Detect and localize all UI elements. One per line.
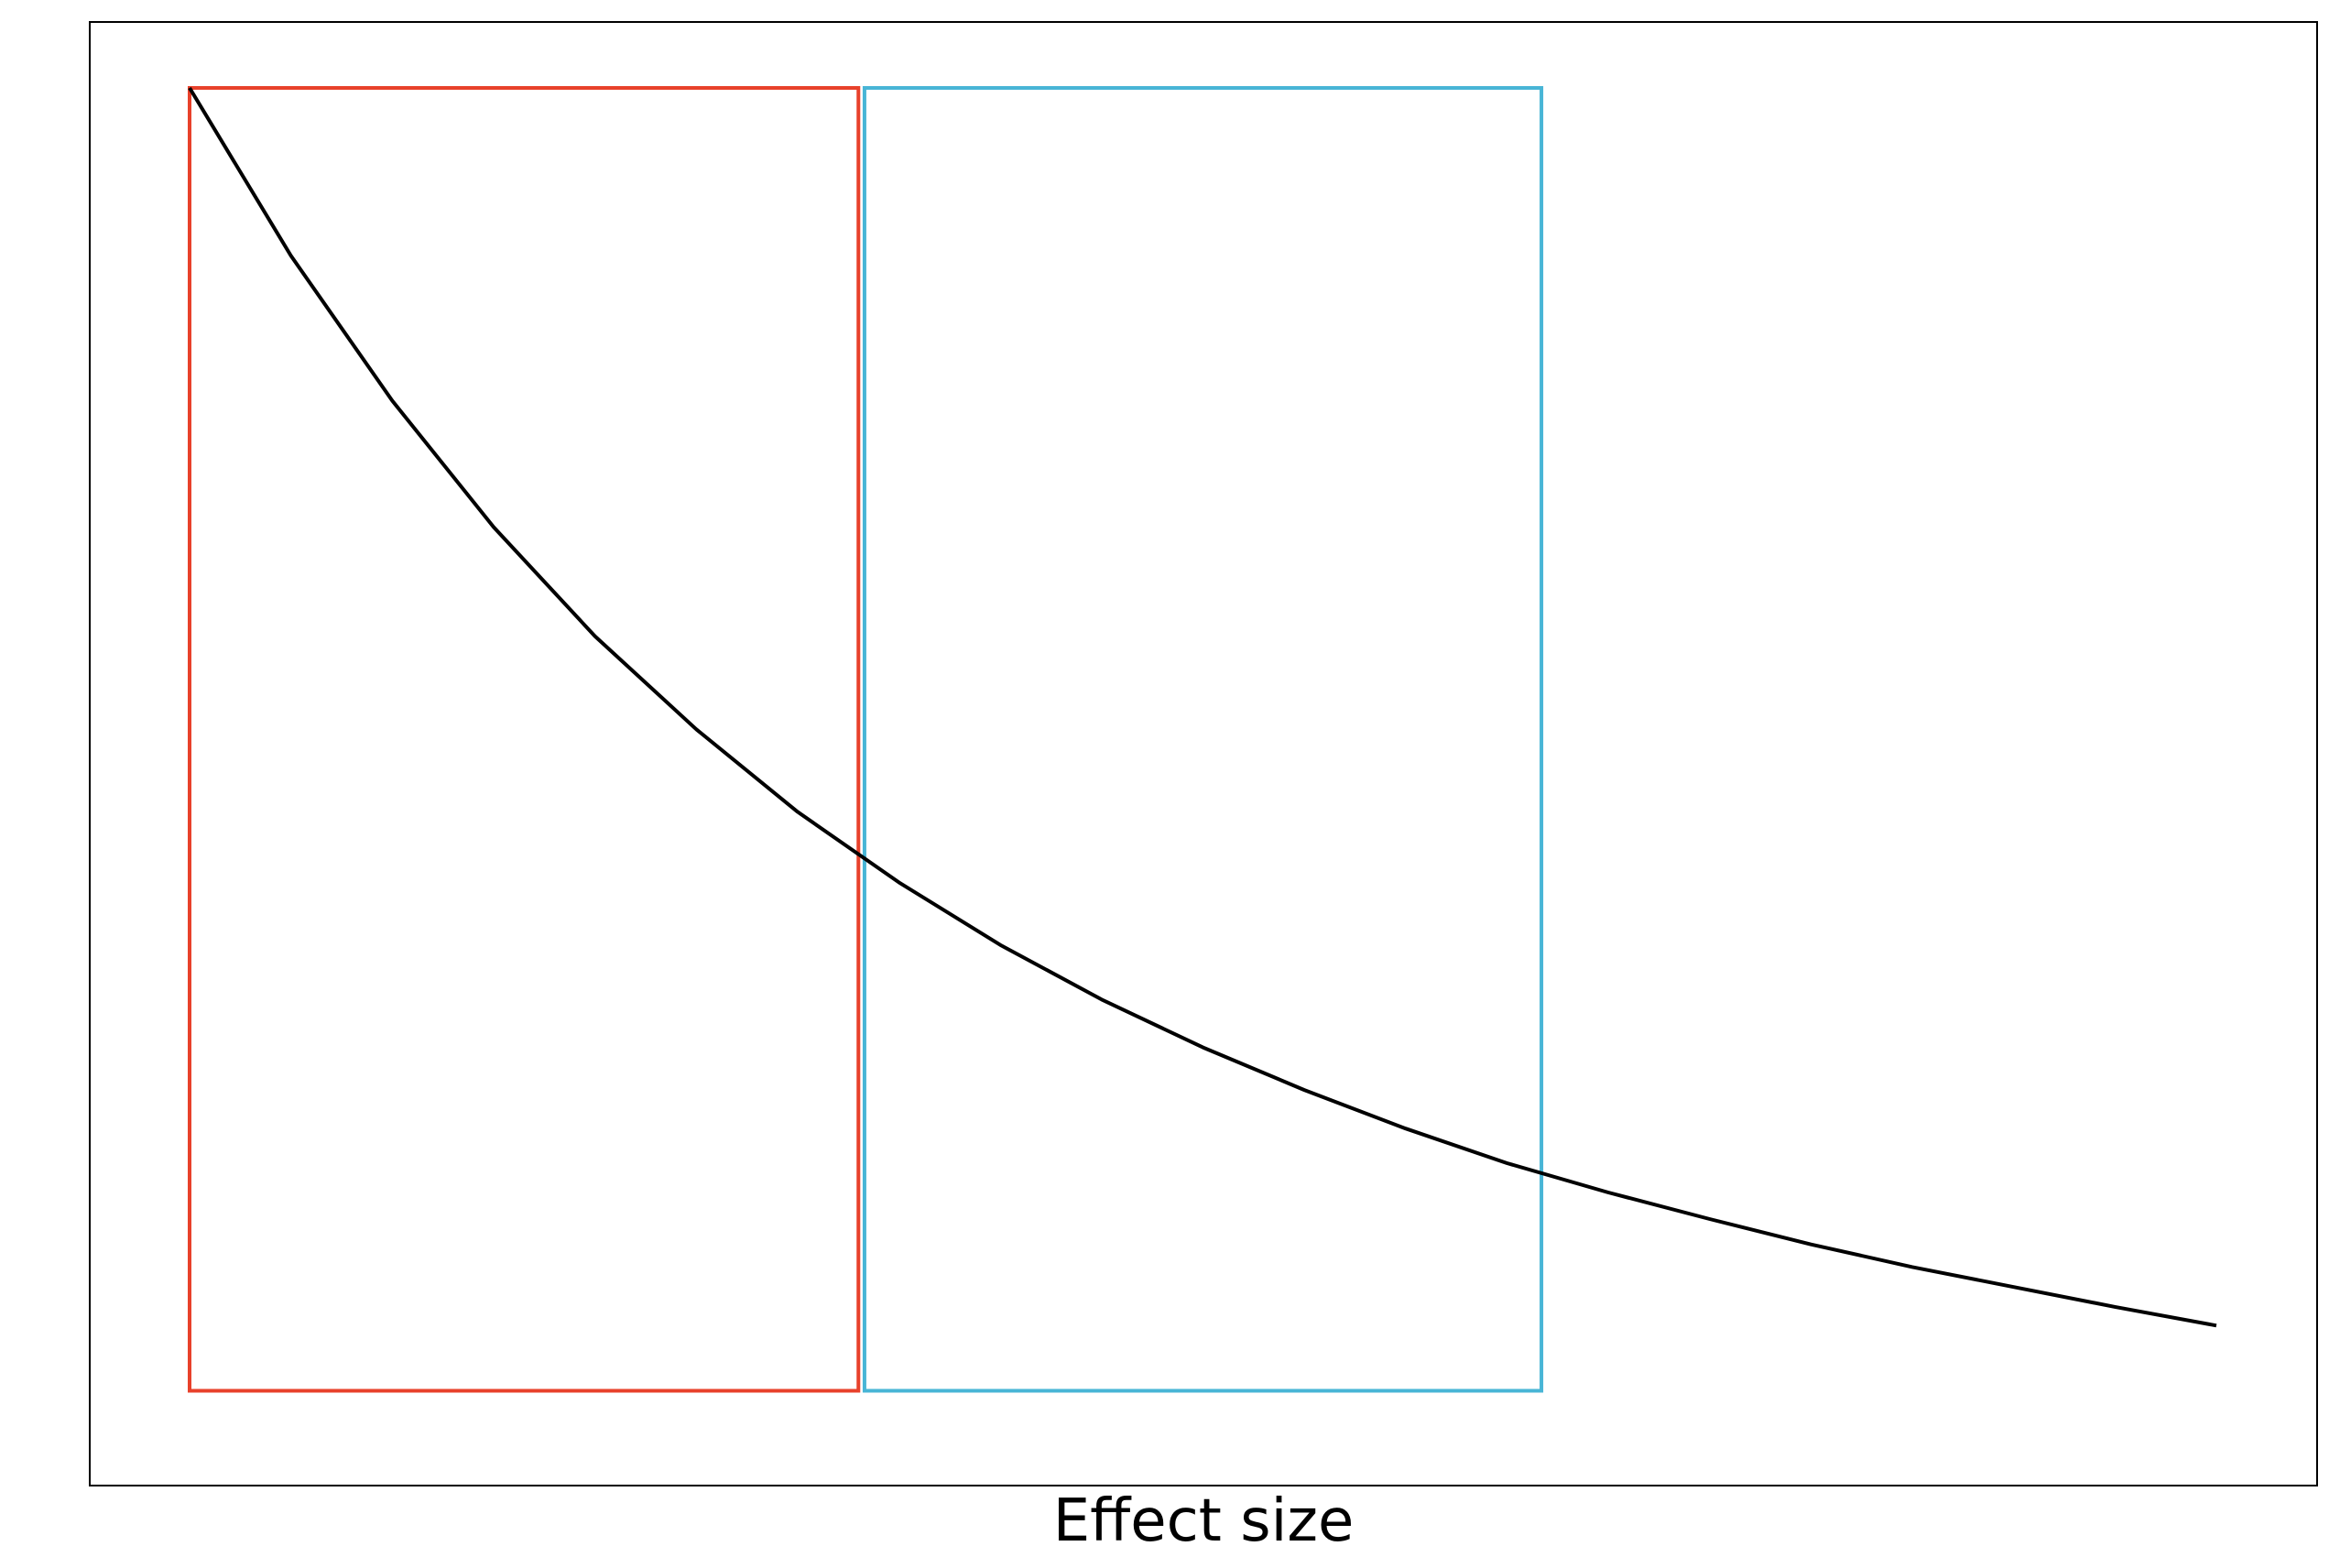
x-axis-label: Effect size — [1053, 1487, 1355, 1555]
regions-layer — [188, 86, 1544, 1393]
region-box-2 — [862, 86, 1544, 1393]
series-line-1 — [188, 86, 2217, 1328]
plot-frame — [89, 21, 2318, 1486]
series-layer — [188, 86, 2217, 1328]
region-box-1 — [188, 86, 861, 1393]
